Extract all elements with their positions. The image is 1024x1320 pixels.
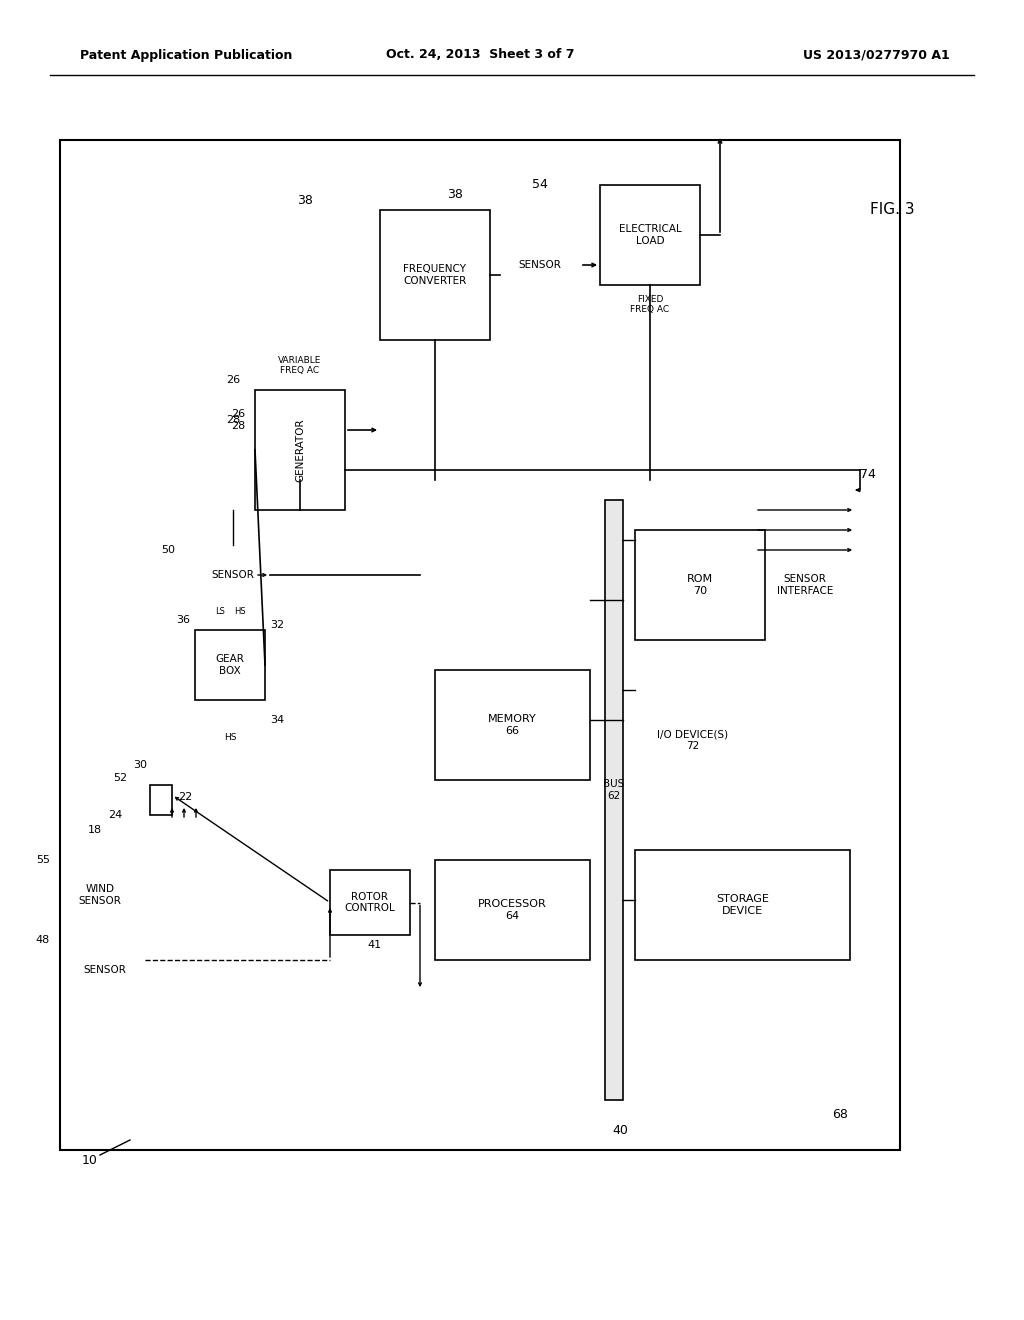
Text: 36: 36	[176, 615, 190, 624]
Text: GEAR
BOX: GEAR BOX	[216, 655, 245, 676]
Text: 40: 40	[612, 1123, 628, 1137]
Text: 74: 74	[860, 469, 876, 482]
Text: FREQUENCY
CONVERTER: FREQUENCY CONVERTER	[403, 264, 467, 286]
Bar	[625, 490, 865, 1110]
Bar	[195, 630, 265, 700]
Bar	[330, 870, 410, 935]
Bar	[755, 490, 855, 680]
Bar	[635, 850, 850, 960]
Text: ELECTRICAL
LOAD: ELECTRICAL LOAD	[618, 224, 681, 246]
Text: ROM
70: ROM 70	[687, 574, 713, 595]
Bar	[635, 680, 750, 800]
Text: 10: 10	[82, 1154, 98, 1167]
Text: 18: 18	[88, 825, 102, 836]
Text: I/O DEVICE(S)
72: I/O DEVICE(S) 72	[657, 729, 728, 751]
Text: GENERATOR: GENERATOR	[295, 418, 305, 482]
Text: VARIABLE
FREQ AC: VARIABLE FREQ AC	[279, 355, 322, 375]
Text: 50: 50	[161, 545, 175, 554]
Bar	[600, 185, 700, 285]
Text: WIND
SENSOR: WIND SENSOR	[79, 884, 122, 906]
Text: 48: 48	[36, 935, 50, 945]
Bar	[420, 459, 880, 1119]
Text: 55: 55	[36, 855, 50, 865]
Text: FIG. 3: FIG. 3	[870, 202, 914, 218]
Text: 34: 34	[270, 715, 284, 725]
Text: 30: 30	[133, 760, 147, 770]
Text: 24: 24	[108, 810, 122, 820]
Bar	[435, 671, 590, 780]
Text: 68: 68	[833, 1109, 848, 1122]
Bar	[65, 950, 145, 1005]
Bar	[435, 861, 590, 960]
Text: Oct. 24, 2013  Sheet 3 of 7: Oct. 24, 2013 Sheet 3 of 7	[386, 49, 574, 62]
Text: 52: 52	[113, 774, 127, 783]
Text: ROTOR
CONTROL: ROTOR CONTROL	[345, 892, 395, 913]
Bar	[635, 531, 765, 640]
Text: 22: 22	[178, 792, 193, 803]
Bar	[255, 389, 345, 510]
Text: Patent Application Publication: Patent Application Publication	[80, 49, 293, 62]
Text: 26
28: 26 28	[230, 409, 245, 430]
Text: LS: LS	[215, 607, 225, 616]
Text: 38: 38	[447, 189, 463, 202]
Text: 32: 32	[270, 620, 284, 630]
Bar	[195, 710, 265, 766]
Bar	[500, 201, 580, 330]
Text: PROCESSOR
64: PROCESSOR 64	[478, 899, 547, 921]
Text: 26: 26	[226, 375, 240, 385]
Bar	[65, 870, 145, 925]
Text: SENSOR
INTERFACE: SENSOR INTERFACE	[777, 574, 834, 595]
Text: MEMORY
66: MEMORY 66	[488, 714, 537, 735]
Bar	[150, 785, 172, 814]
Text: 41: 41	[368, 940, 382, 950]
Text: SENSOR: SENSOR	[211, 570, 254, 579]
Text: FIXED
FREQ AC: FIXED FREQ AC	[631, 294, 670, 314]
Text: 28: 28	[225, 414, 240, 425]
Bar	[195, 545, 270, 605]
Text: HS: HS	[224, 733, 237, 742]
Text: 38: 38	[297, 194, 313, 206]
Text: SENSOR: SENSOR	[84, 965, 126, 975]
Text: BUS
62: BUS 62	[603, 779, 625, 801]
Text: US 2013/0277970 A1: US 2013/0277970 A1	[803, 49, 950, 62]
Text: STORAGE
DEVICE: STORAGE DEVICE	[716, 894, 769, 916]
Text: SENSOR: SENSOR	[518, 260, 561, 271]
Bar	[605, 500, 623, 1100]
Text: HS: HS	[234, 607, 246, 616]
Bar	[380, 210, 490, 341]
Text: 54: 54	[532, 178, 548, 191]
Bar	[60, 140, 900, 1150]
